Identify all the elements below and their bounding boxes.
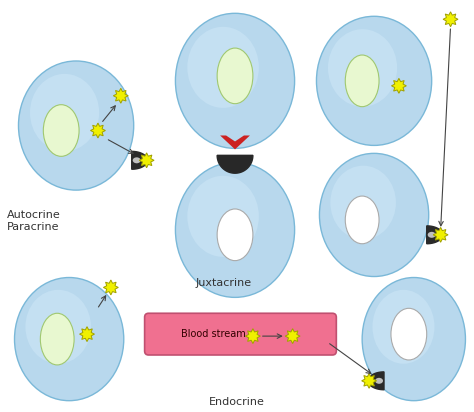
Polygon shape xyxy=(246,329,260,344)
Polygon shape xyxy=(220,136,250,150)
Polygon shape xyxy=(368,372,384,390)
Ellipse shape xyxy=(362,278,465,401)
Ellipse shape xyxy=(30,74,99,151)
Ellipse shape xyxy=(319,153,428,276)
Polygon shape xyxy=(392,78,406,93)
Ellipse shape xyxy=(133,157,141,163)
Polygon shape xyxy=(217,155,253,173)
Polygon shape xyxy=(443,12,458,27)
Ellipse shape xyxy=(18,61,134,190)
Polygon shape xyxy=(433,227,448,242)
Ellipse shape xyxy=(328,29,397,107)
Ellipse shape xyxy=(345,196,379,244)
FancyBboxPatch shape xyxy=(145,313,337,355)
Text: Autocrine
Paracrine: Autocrine Paracrine xyxy=(7,210,60,232)
Ellipse shape xyxy=(40,313,74,365)
Ellipse shape xyxy=(373,290,435,364)
Ellipse shape xyxy=(330,166,396,239)
Polygon shape xyxy=(113,88,128,103)
Polygon shape xyxy=(80,327,94,342)
Ellipse shape xyxy=(345,55,379,107)
Polygon shape xyxy=(91,123,105,138)
Ellipse shape xyxy=(317,16,432,145)
Ellipse shape xyxy=(217,48,253,104)
Ellipse shape xyxy=(15,278,124,401)
Ellipse shape xyxy=(217,209,253,261)
Ellipse shape xyxy=(187,27,259,108)
Polygon shape xyxy=(285,329,300,344)
Polygon shape xyxy=(103,280,118,295)
Text: Juxtacrine: Juxtacrine xyxy=(195,278,251,288)
Ellipse shape xyxy=(187,176,259,257)
Polygon shape xyxy=(427,226,443,244)
Ellipse shape xyxy=(175,13,295,148)
Ellipse shape xyxy=(428,232,436,238)
Polygon shape xyxy=(362,373,376,388)
Text: Endocrine: Endocrine xyxy=(209,397,265,407)
Ellipse shape xyxy=(43,105,79,156)
Ellipse shape xyxy=(375,378,383,384)
Ellipse shape xyxy=(391,308,427,360)
Ellipse shape xyxy=(175,162,295,297)
Polygon shape xyxy=(132,151,147,169)
Ellipse shape xyxy=(26,290,91,364)
Polygon shape xyxy=(139,153,154,168)
Text: Blood stream: Blood stream xyxy=(181,329,245,339)
